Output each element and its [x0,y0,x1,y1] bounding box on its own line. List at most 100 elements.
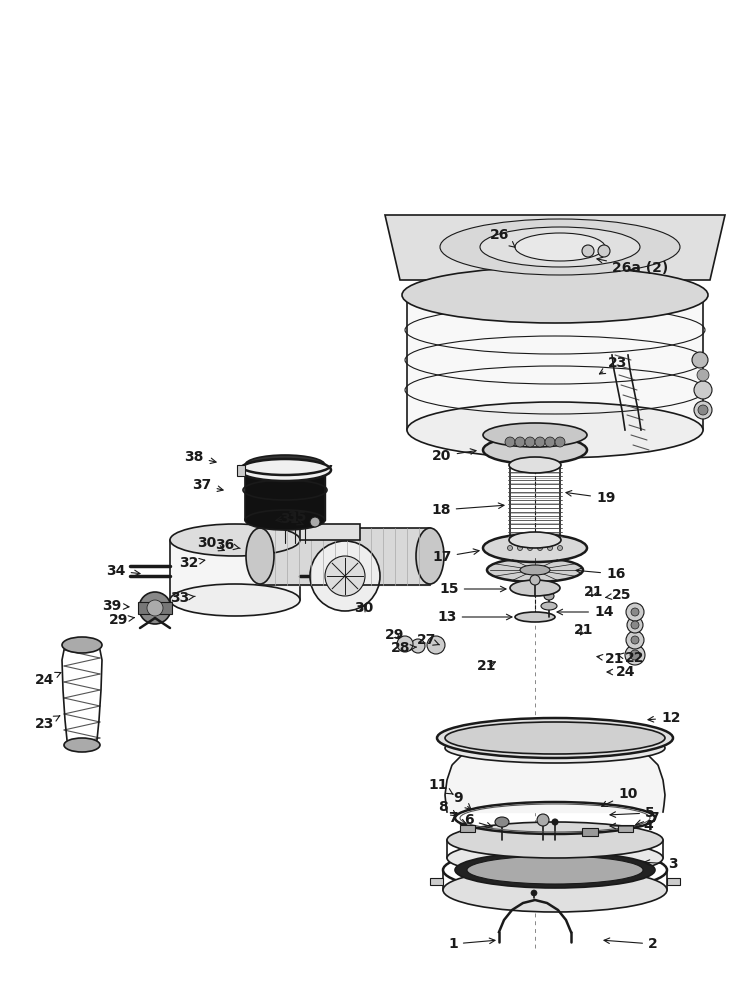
Text: 31: 31 [280,512,303,526]
Text: 34: 34 [106,564,140,578]
Ellipse shape [402,267,708,323]
Ellipse shape [544,592,554,600]
Circle shape [582,245,594,257]
Circle shape [555,437,565,447]
Circle shape [515,437,525,447]
Circle shape [631,636,639,644]
Ellipse shape [416,528,444,584]
Text: 39: 39 [102,599,129,613]
Circle shape [694,381,712,399]
Text: 28: 28 [391,641,417,655]
Text: 3: 3 [644,857,678,871]
Text: 5: 5 [610,806,655,820]
Circle shape [397,636,413,652]
Circle shape [625,645,645,665]
Text: 21: 21 [584,585,604,599]
Text: 1: 1 [448,937,495,951]
Text: 11: 11 [428,778,453,794]
Circle shape [531,890,537,896]
Circle shape [505,437,515,447]
Ellipse shape [64,738,100,752]
Text: 7: 7 [635,811,659,825]
Text: 23: 23 [35,716,60,731]
Text: 25: 25 [606,588,632,602]
Text: 30: 30 [197,536,224,551]
Text: 8: 8 [438,800,456,816]
Ellipse shape [509,532,561,548]
Ellipse shape [245,455,325,475]
Circle shape [517,546,523,550]
Circle shape [508,546,513,550]
Circle shape [525,437,535,447]
Polygon shape [618,825,633,832]
Polygon shape [237,465,245,476]
Text: 26a (2): 26a (2) [597,257,669,275]
Circle shape [627,617,643,633]
Circle shape [411,639,425,653]
Circle shape [310,541,380,611]
Circle shape [626,631,644,649]
Text: 22: 22 [618,651,644,665]
Ellipse shape [515,612,555,622]
Text: 10: 10 [602,787,638,806]
Ellipse shape [170,584,300,616]
Text: 33: 33 [171,591,196,605]
Text: 36: 36 [215,538,240,552]
Circle shape [545,437,555,447]
Circle shape [283,522,287,526]
Ellipse shape [483,423,587,447]
Circle shape [527,546,532,550]
Text: 30: 30 [354,601,373,615]
Text: 32: 32 [179,556,205,570]
Text: 27: 27 [417,633,439,647]
Ellipse shape [455,852,655,888]
Text: 37: 37 [193,478,223,492]
Ellipse shape [520,565,550,575]
Text: 38: 38 [184,450,216,464]
Ellipse shape [447,822,663,858]
Text: 21: 21 [478,659,497,673]
Circle shape [325,556,365,596]
Circle shape [547,546,553,550]
Text: 29: 29 [109,613,135,627]
Text: 6: 6 [464,813,492,828]
Polygon shape [667,878,680,885]
Text: 15: 15 [439,582,506,596]
Ellipse shape [245,510,325,530]
Text: 2: 2 [604,937,658,951]
Text: 19: 19 [566,491,615,505]
Circle shape [538,546,542,550]
Text: 20: 20 [432,449,476,463]
Text: 4: 4 [610,819,653,833]
Ellipse shape [445,722,665,754]
Polygon shape [138,602,172,614]
Text: 23: 23 [599,356,627,374]
Circle shape [427,636,445,654]
Circle shape [552,819,558,825]
Polygon shape [460,825,475,832]
Text: 12: 12 [648,711,681,725]
Text: 21: 21 [575,623,594,637]
Ellipse shape [407,402,703,458]
Text: 17: 17 [432,549,479,564]
Circle shape [697,369,709,381]
Text: 29: 29 [385,628,405,642]
Circle shape [147,600,163,616]
Ellipse shape [483,534,587,562]
Circle shape [302,522,308,526]
Ellipse shape [447,840,663,876]
Text: 18: 18 [431,503,504,517]
Polygon shape [300,524,360,540]
Text: 24: 24 [607,665,635,679]
Circle shape [530,575,540,585]
Ellipse shape [483,436,587,464]
Text: 16: 16 [576,567,626,581]
Ellipse shape [509,457,561,473]
Circle shape [293,522,298,526]
Circle shape [598,245,610,257]
Ellipse shape [445,733,665,763]
Circle shape [626,603,644,621]
Ellipse shape [239,459,331,481]
Circle shape [537,814,549,826]
Text: 35: 35 [276,510,306,524]
